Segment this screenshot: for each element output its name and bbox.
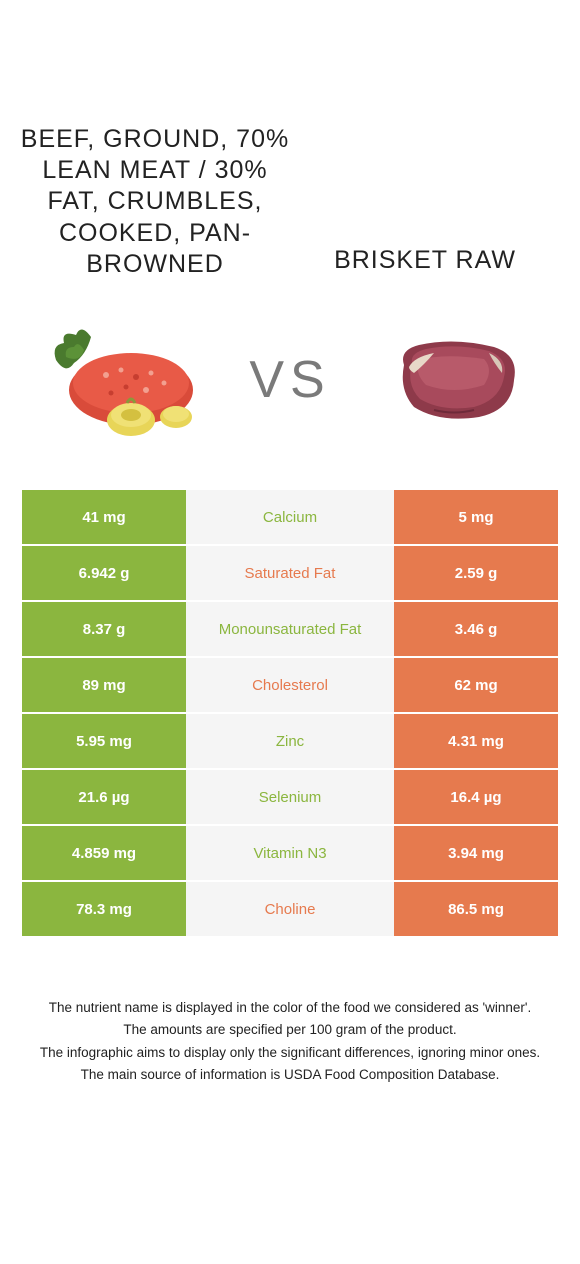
value-left: 21.6 µg (22, 770, 186, 824)
value-right: 3.94 mg (394, 826, 558, 880)
table-row: 89 mgCholesterol62 mg (22, 658, 558, 714)
table-row: 5.95 mgZinc4.31 mg (22, 714, 558, 770)
value-right: 62 mg (394, 658, 558, 712)
value-right: 4.31 mg (394, 714, 558, 768)
nutrient-label: Selenium (186, 770, 394, 824)
brisket-icon (364, 315, 544, 445)
ground-beef-icon (36, 315, 216, 445)
nutrient-label: Saturated Fat (186, 546, 394, 600)
food-title-right: BRISKET RAW (290, 245, 560, 280)
value-right: 86.5 mg (394, 882, 558, 936)
value-right: 2.59 g (394, 546, 558, 600)
table-row: 6.942 gSaturated Fat2.59 g (22, 546, 558, 602)
vs-label: VS (231, 350, 348, 410)
table-row: 4.859 mgVitamin N33.94 mg (22, 826, 558, 882)
footnotes: The nutrient name is displayed in the co… (0, 938, 580, 1107)
table-row: 41 mgCalcium5 mg (22, 490, 558, 546)
nutrient-label: Monounsaturated Fat (186, 602, 394, 656)
food-image-left (20, 315, 231, 445)
footnote-line: The infographic aims to display only the… (30, 1043, 550, 1063)
comparison-table: 41 mgCalcium5 mg6.942 gSaturated Fat2.59… (0, 490, 580, 938)
value-left: 78.3 mg (22, 882, 186, 936)
footnote-line: The main source of information is USDA F… (30, 1065, 550, 1085)
table-row: 21.6 µgSelenium16.4 µg (22, 770, 558, 826)
value-right: 5 mg (394, 490, 558, 544)
footnote-line: The nutrient name is displayed in the co… (30, 998, 550, 1018)
table-row: 8.37 gMonounsaturated Fat3.46 g (22, 602, 558, 658)
value-left: 41 mg (22, 490, 186, 544)
value-left: 5.95 mg (22, 714, 186, 768)
titles-row: BEEF, GROUND, 70% LEAN MEAT / 30% FAT, C… (0, 0, 580, 290)
nutrient-label: Zinc (186, 714, 394, 768)
value-left: 89 mg (22, 658, 186, 712)
food-title-left: BEEF, GROUND, 70% LEAN MEAT / 30% FAT, C… (20, 124, 290, 280)
vs-row: VS (0, 290, 580, 490)
nutrient-label: Vitamin N3 (186, 826, 394, 880)
value-left: 4.859 mg (22, 826, 186, 880)
nutrient-label: Cholesterol (186, 658, 394, 712)
value-right: 16.4 µg (394, 770, 558, 824)
footnote-line: The amounts are specified per 100 gram o… (30, 1020, 550, 1040)
table-row: 78.3 mgCholine86.5 mg (22, 882, 558, 938)
value-right: 3.46 g (394, 602, 558, 656)
nutrient-label: Choline (186, 882, 394, 936)
value-left: 6.942 g (22, 546, 186, 600)
value-left: 8.37 g (22, 602, 186, 656)
food-image-right (349, 315, 560, 445)
nutrient-label: Calcium (186, 490, 394, 544)
